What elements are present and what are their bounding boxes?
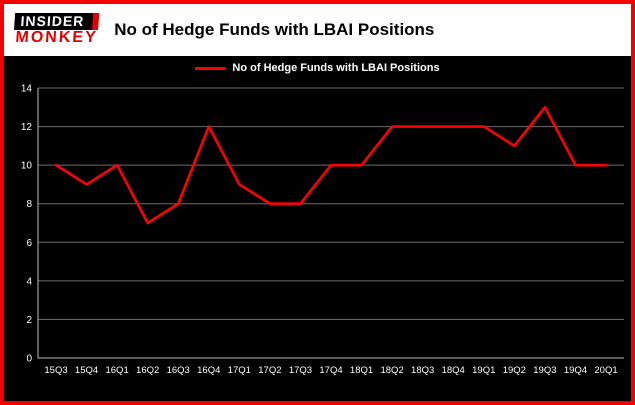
svg-text:12: 12: [21, 122, 33, 133]
svg-text:18Q4: 18Q4: [442, 365, 465, 376]
insider-monkey-logo: INSIDER MONKEY: [13, 13, 100, 46]
svg-text:6: 6: [26, 238, 32, 249]
svg-text:17Q1: 17Q1: [228, 365, 251, 376]
svg-text:17Q2: 17Q2: [258, 365, 281, 376]
svg-text:19Q2: 19Q2: [503, 365, 526, 376]
logo-insider-text: INSIDER: [14, 13, 100, 30]
svg-text:8: 8: [26, 199, 32, 210]
svg-text:17Q4: 17Q4: [319, 365, 342, 376]
svg-text:16Q4: 16Q4: [197, 365, 220, 376]
chart-header: INSIDER MONKEY No of Hedge Funds with LB…: [4, 4, 631, 56]
line-chart: 0 2 4 6 8 10 12 14 15Q3 15Q4 16Q1 16Q2 16Q3 16Q4 17Q1 1…: [21, 84, 624, 376]
svg-text:16Q1: 16Q1: [105, 365, 128, 376]
svg-text:19Q1: 19Q1: [472, 365, 495, 376]
svg-text:15Q4: 15Q4: [75, 365, 98, 376]
svg-text:10: 10: [21, 161, 33, 172]
svg-text:20Q1: 20Q1: [594, 365, 617, 376]
svg-text:14: 14: [21, 84, 33, 95]
svg-text:16Q2: 16Q2: [136, 365, 159, 376]
svg-text:4: 4: [26, 276, 32, 287]
svg-text:2: 2: [26, 315, 32, 326]
logo-monkey-text: MONKEY: [14, 28, 99, 46]
svg-text:17Q3: 17Q3: [289, 365, 312, 376]
chart-title: No of Hedge Funds with LBAI Positions: [114, 20, 435, 39]
svg-text:18Q2: 18Q2: [380, 365, 403, 376]
svg-text:18Q3: 18Q3: [411, 365, 434, 376]
svg-text:15Q3: 15Q3: [44, 365, 67, 376]
svg-text:18Q1: 18Q1: [350, 365, 373, 376]
svg-text:0: 0: [26, 354, 32, 365]
svg-text:19Q4: 19Q4: [564, 365, 587, 376]
svg-text:16Q3: 16Q3: [167, 365, 190, 376]
svg-text:19Q3: 19Q3: [533, 365, 556, 376]
